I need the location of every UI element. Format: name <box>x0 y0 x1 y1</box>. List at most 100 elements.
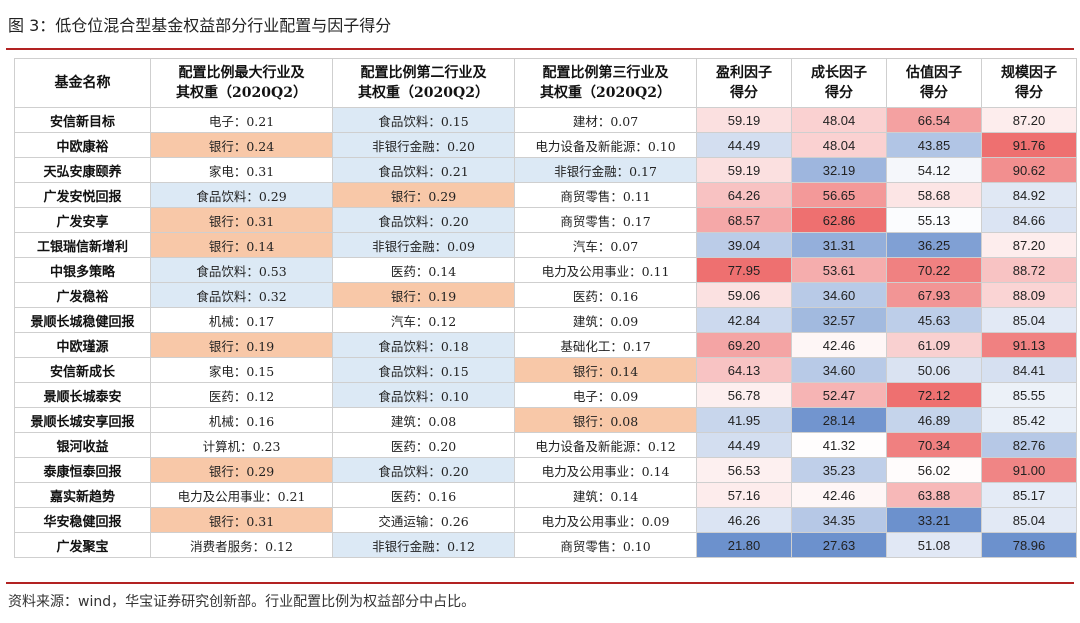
industry-weight-cell-3: 电力及公用事业：0.14 <box>514 457 697 483</box>
table-row: 安信新成长 家电：0.15 食品饮料：0.15 银行：0.14 64.13 34.60 50… <box>14 357 1077 383</box>
profit-factor-cell: 59.19 <box>696 157 792 183</box>
valuation-factor-cell: 63.88 <box>886 482 982 508</box>
growth-factor-cell: 31.31 <box>791 232 887 258</box>
size-factor-cell: 91.76 <box>981 132 1077 158</box>
industry-weight-cell-3: 非银行金融：0.17 <box>514 157 697 183</box>
industry-weight-cell-2: 银行：0.29 <box>332 182 515 208</box>
column-header-line: 得分 <box>1015 85 1043 101</box>
column-header-line: 基金名称 <box>54 75 111 91</box>
fund-name-cell: 泰康恒泰回报 <box>14 457 151 483</box>
industry-weight-cell-3: 建筑：0.09 <box>514 307 697 333</box>
column-header: 规模因子 得分 <box>981 58 1077 108</box>
fund-name-cell: 工银瑞信新增利 <box>14 232 151 258</box>
growth-factor-cell: 34.35 <box>791 507 887 533</box>
profit-factor-cell: 57.16 <box>696 482 792 508</box>
growth-factor-cell: 32.57 <box>791 307 887 333</box>
industry-weight-cell-1: 计算机：0.23 <box>150 432 333 458</box>
industry-weight-cell-1: 机械：0.17 <box>150 307 333 333</box>
profit-factor-cell: 44.49 <box>696 432 792 458</box>
fund-name-cell: 广发安享 <box>14 207 151 233</box>
industry-weight-cell-2: 非银行金融：0.09 <box>332 232 515 258</box>
column-header-line: 配置比例第二行业及 <box>360 65 487 81</box>
column-header-line: 成长因子 <box>811 65 867 81</box>
profit-factor-cell: 46.26 <box>696 507 792 533</box>
valuation-factor-cell: 61.09 <box>886 332 982 358</box>
table-row: 广发聚宝 消费者服务：0.12 非银行金融：0.12 商贸零售：0.10 21.80 27… <box>14 532 1077 558</box>
fund-name-cell: 广发安悦回报 <box>14 182 151 208</box>
bottom-rule <box>6 582 1074 584</box>
industry-weight-cell-2: 医药：0.14 <box>332 257 515 283</box>
industry-weight-cell-1: 机械：0.16 <box>150 407 333 433</box>
column-header-line: 估值因子 <box>906 65 962 81</box>
profit-factor-cell: 56.78 <box>696 382 792 408</box>
fund-name-cell: 安信新目标 <box>14 107 151 133</box>
profit-factor-cell: 59.19 <box>696 107 792 133</box>
size-factor-cell: 78.96 <box>981 532 1077 558</box>
growth-factor-cell: 42.46 <box>791 482 887 508</box>
table-row: 天弘安康颐养 家电：0.31 食品饮料：0.21 非银行金融：0.17 59.19 32.… <box>14 157 1077 183</box>
industry-weight-cell-2: 食品饮料：0.20 <box>332 207 515 233</box>
industry-weight-cell-3: 电子：0.09 <box>514 382 697 408</box>
industry-weight-cell-1: 消费者服务：0.12 <box>150 532 333 558</box>
industry-weight-cell-2: 食品饮料：0.20 <box>332 457 515 483</box>
source-note: 资料来源：wind，华宝证券研究创新部。行业配置比例为权益部分中占比。 <box>8 594 476 610</box>
industry-weight-cell-1: 家电：0.31 <box>150 157 333 183</box>
valuation-factor-cell: 72.12 <box>886 382 982 408</box>
valuation-factor-cell: 33.21 <box>886 507 982 533</box>
table-row: 景顺长城安享回报 机械：0.16 建筑：0.08 银行：0.08 41.95 28.14 4… <box>14 407 1077 433</box>
valuation-factor-cell: 56.02 <box>886 457 982 483</box>
column-header: 基金名称 <box>14 58 151 108</box>
valuation-factor-cell: 51.08 <box>886 532 982 558</box>
profit-factor-cell: 68.57 <box>696 207 792 233</box>
industry-weight-cell-3: 医药：0.16 <box>514 282 697 308</box>
size-factor-cell: 91.13 <box>981 332 1077 358</box>
profit-factor-cell: 59.06 <box>696 282 792 308</box>
valuation-factor-cell: 70.34 <box>886 432 982 458</box>
industry-weight-cell-2: 食品饮料：0.21 <box>332 157 515 183</box>
fund-name-cell: 景顺长城泰安 <box>14 382 151 408</box>
column-header-line: 规模因子 <box>1001 65 1057 81</box>
industry-weight-cell-1: 食品饮料：0.53 <box>150 257 333 283</box>
table-row: 嘉实新趋势 电力及公用事业：0.21 医药：0.16 建筑：0.14 57.16 42.4… <box>14 482 1077 508</box>
fund-name-cell: 安信新成长 <box>14 357 151 383</box>
size-factor-cell: 88.72 <box>981 257 1077 283</box>
column-header-line: 得分 <box>920 85 948 101</box>
fund-factor-table: 基金名称 配置比例最大行业及 其权重（2020Q2） 配置比例第二行业及 其权重（202… <box>14 58 1077 558</box>
valuation-factor-cell: 46.89 <box>886 407 982 433</box>
table-row: 中银多策略 食品饮料：0.53 医药：0.14 电力及公用事业：0.11 77.95 53… <box>14 257 1077 283</box>
table-row: 中欧康裕 银行：0.24 非银行金融：0.20 电力设备及新能源：0.10 44.49 4… <box>14 132 1077 158</box>
size-factor-cell: 82.76 <box>981 432 1077 458</box>
table-row: 广发安享 银行：0.31 食品饮料：0.20 商贸零售：0.17 68.57 62.86 5… <box>14 207 1077 233</box>
industry-weight-cell-2: 医药：0.20 <box>332 432 515 458</box>
column-header: 配置比例第三行业及 其权重（2020Q2） <box>514 58 697 108</box>
valuation-factor-cell: 66.54 <box>886 107 982 133</box>
column-header: 配置比例第二行业及 其权重（2020Q2） <box>332 58 515 108</box>
industry-weight-cell-2: 食品饮料：0.18 <box>332 332 515 358</box>
growth-factor-cell: 53.61 <box>791 257 887 283</box>
fund-name-cell: 景顺长城稳健回报 <box>14 307 151 333</box>
industry-weight-cell-2: 食品饮料：0.15 <box>332 107 515 133</box>
size-factor-cell: 85.04 <box>981 507 1077 533</box>
industry-weight-cell-3: 银行：0.08 <box>514 407 697 433</box>
size-factor-cell: 85.04 <box>981 307 1077 333</box>
profit-factor-cell: 64.13 <box>696 357 792 383</box>
industry-weight-cell-1: 食品饮料：0.29 <box>150 182 333 208</box>
growth-factor-cell: 62.86 <box>791 207 887 233</box>
profit-factor-cell: 42.84 <box>696 307 792 333</box>
industry-weight-cell-3: 汽车：0.07 <box>514 232 697 258</box>
column-header-line: 其权重（2020Q2） <box>540 85 671 101</box>
fund-name-cell: 银河收益 <box>14 432 151 458</box>
industry-weight-cell-2: 食品饮料：0.15 <box>332 357 515 383</box>
growth-factor-cell: 32.19 <box>791 157 887 183</box>
growth-factor-cell: 52.47 <box>791 382 887 408</box>
size-factor-cell: 88.09 <box>981 282 1077 308</box>
growth-factor-cell: 42.46 <box>791 332 887 358</box>
industry-weight-cell-1: 银行：0.19 <box>150 332 333 358</box>
valuation-factor-cell: 50.06 <box>886 357 982 383</box>
column-header-line: 其权重（2020Q2） <box>358 85 489 101</box>
size-factor-cell: 87.20 <box>981 107 1077 133</box>
industry-weight-cell-1: 银行：0.31 <box>150 507 333 533</box>
industry-weight-cell-3: 银行：0.14 <box>514 357 697 383</box>
profit-factor-cell: 21.80 <box>696 532 792 558</box>
industry-weight-cell-3: 商贸零售：0.11 <box>514 182 697 208</box>
